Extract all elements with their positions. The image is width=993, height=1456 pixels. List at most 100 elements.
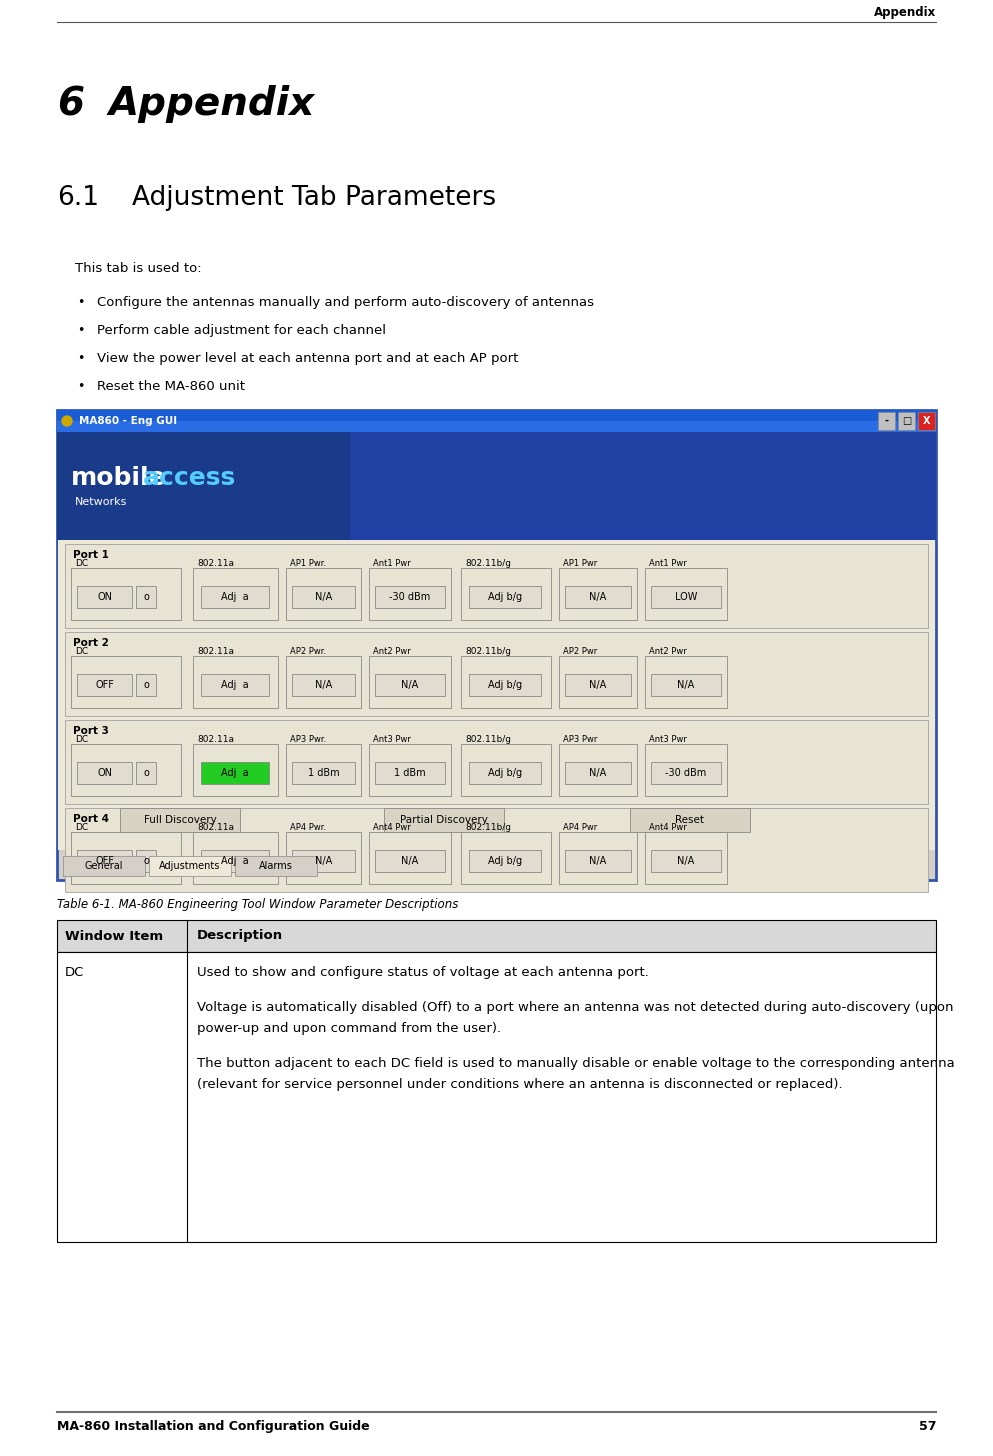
Bar [286, 568, 361, 620]
Bar [71, 568, 181, 620]
Bar [565, 674, 631, 696]
Text: LOW: LOW [675, 593, 697, 601]
Text: Window Item: Window Item [65, 929, 163, 942]
Text: •: • [77, 325, 84, 336]
Bar [461, 831, 551, 884]
Bar [136, 585, 156, 609]
Text: mobile: mobile [71, 466, 167, 491]
Bar [65, 632, 928, 716]
Bar [58, 540, 935, 850]
Bar [149, 856, 231, 877]
Bar [71, 831, 181, 884]
Bar [201, 850, 269, 872]
Text: Ant3 Pwr: Ant3 Pwr [649, 735, 687, 744]
Text: Used to show and configure status of voltage at each antenna port.: Used to show and configure status of vol… [197, 965, 648, 978]
Text: o: o [143, 593, 149, 601]
Text: General: General [84, 860, 123, 871]
Bar [235, 856, 317, 877]
Text: 802.11a: 802.11a [197, 735, 234, 744]
Text: AP4 Pwr.: AP4 Pwr. [290, 823, 326, 831]
Text: Partial Discovery: Partial Discovery [400, 815, 488, 826]
Text: Reset: Reset [675, 815, 704, 826]
Bar [565, 585, 631, 609]
Bar [136, 674, 156, 696]
Text: Perform cable adjustment for each channel: Perform cable adjustment for each channe… [97, 325, 386, 336]
Text: -: - [885, 416, 889, 427]
Text: MA860 - Eng GUI: MA860 - Eng GUI [79, 416, 177, 427]
Text: •: • [77, 296, 84, 309]
Text: N/A: N/A [401, 680, 419, 690]
Text: X: X [922, 416, 930, 427]
Text: power-up and upon command from the user).: power-up and upon command from the user)… [197, 1022, 501, 1035]
Bar [71, 657, 181, 708]
Bar [645, 568, 727, 620]
Bar [461, 568, 551, 620]
Text: -30 dBm: -30 dBm [389, 593, 431, 601]
Bar [369, 657, 451, 708]
Bar [77, 761, 132, 783]
Text: ON: ON [97, 593, 112, 601]
Bar [369, 831, 451, 884]
Text: N/A: N/A [590, 593, 607, 601]
Text: Appendix: Appendix [109, 84, 315, 122]
Text: 1 dBm: 1 dBm [308, 767, 340, 778]
Text: N/A: N/A [590, 767, 607, 778]
Text: AP3 Pwr: AP3 Pwr [563, 735, 598, 744]
Text: Port 3: Port 3 [73, 727, 109, 735]
Text: Ant4 Pwr: Ant4 Pwr [649, 823, 687, 831]
Text: Reset the MA-860 unit: Reset the MA-860 unit [97, 380, 245, 393]
Bar [136, 761, 156, 783]
Bar [57, 920, 936, 952]
Text: •: • [77, 380, 84, 393]
Text: □: □ [902, 416, 912, 427]
Text: o: o [143, 680, 149, 690]
Bar [77, 674, 132, 696]
Text: OFF: OFF [95, 680, 114, 690]
Bar [350, 432, 936, 540]
Text: 802.11b/g: 802.11b/g [465, 823, 511, 831]
Bar [651, 761, 721, 783]
Text: N/A: N/A [590, 680, 607, 690]
Text: N/A: N/A [315, 680, 332, 690]
Text: 802.11a: 802.11a [197, 646, 234, 657]
Bar [559, 657, 637, 708]
Text: 802.11b/g: 802.11b/g [465, 735, 511, 744]
Bar [645, 744, 727, 796]
Text: ON: ON [97, 767, 112, 778]
Text: View the power level at each antenna port and at each AP port: View the power level at each antenna por… [97, 352, 518, 365]
Text: N/A: N/A [677, 680, 695, 690]
Bar [201, 674, 269, 696]
Text: •: • [77, 352, 84, 365]
Bar [57, 421, 936, 432]
Bar [651, 850, 721, 872]
Text: DC: DC [75, 735, 88, 744]
Bar [193, 657, 278, 708]
Bar [559, 744, 637, 796]
Bar [286, 831, 361, 884]
Bar [120, 808, 240, 831]
Bar [559, 568, 637, 620]
Text: MA-860 Installation and Configuration Guide: MA-860 Installation and Configuration Gu… [57, 1420, 369, 1433]
Text: OFF: OFF [95, 856, 114, 866]
Bar [645, 831, 727, 884]
Bar [469, 761, 541, 783]
Bar [375, 674, 445, 696]
Text: N/A: N/A [590, 856, 607, 866]
Text: Ant2 Pwr: Ant2 Pwr [649, 646, 687, 657]
Text: Adj b/g: Adj b/g [488, 680, 522, 690]
Bar [292, 850, 355, 872]
Bar [630, 808, 750, 831]
Bar [57, 411, 936, 432]
Text: Adj  a: Adj a [221, 593, 249, 601]
Bar [645, 657, 727, 708]
Text: DC: DC [75, 559, 88, 568]
Text: o: o [143, 767, 149, 778]
Bar [375, 585, 445, 609]
Bar [57, 411, 936, 879]
Text: 57: 57 [919, 1420, 936, 1433]
Circle shape [62, 416, 72, 427]
Bar [369, 744, 451, 796]
Text: The button adjacent to each DC field is used to manually disable or enable volta: The button adjacent to each DC field is … [197, 1057, 954, 1070]
Text: AP1 Pwr: AP1 Pwr [563, 559, 597, 568]
Bar [136, 850, 156, 872]
